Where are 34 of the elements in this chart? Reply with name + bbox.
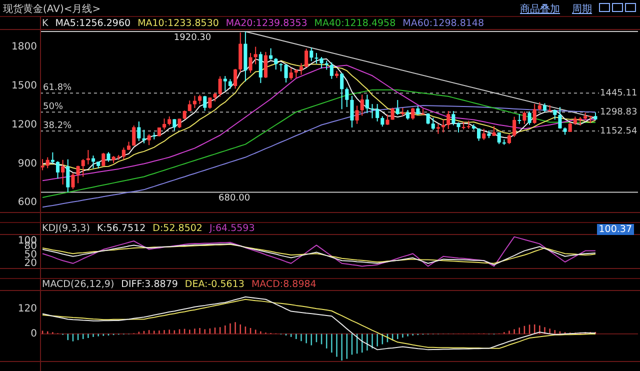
text: MACD:8.8984 [251, 279, 316, 290]
text: 100.37 [596, 224, 634, 235]
y-tick-label: 1800 [12, 42, 37, 53]
text: MA5:1256.2960 [55, 18, 131, 29]
series-label: DEA:-0.5613 [184, 279, 244, 290]
text: 商品叠加 [520, 2, 560, 16]
y-tick-label: 120 [18, 303, 37, 314]
ref-line-label: 1920.30 [174, 32, 212, 43]
text: MA60:1298.8148 [402, 18, 484, 29]
ref-line-label: 1152.54 [600, 126, 638, 136]
series-label: J:64.5593 [209, 223, 255, 234]
y-tick-label: 900 [18, 158, 37, 170]
annotation: 61.8% [43, 82, 72, 93]
annotation: 38.2% [43, 120, 72, 131]
chart-subtitle: K [42, 18, 48, 29]
text: 周期 [572, 2, 592, 16]
ref-line-label: 1445.11 [600, 88, 638, 98]
chart-title: MACD(26,12,9) [42, 279, 114, 290]
chart-title: 现货黄金(AV)<月线> [3, 2, 101, 16]
ref-line-label: 680.00 [218, 194, 250, 204]
y-tick-label: 1200 [12, 119, 37, 130]
y-tick-label: 1500 [12, 80, 37, 92]
series-label: D:52.8502 [152, 223, 202, 234]
annotation: 50% [43, 102, 64, 112]
text: MA40:1218.4958 [314, 18, 396, 29]
y-tick-label: 600 [18, 197, 37, 208]
chart-title: KDJ(9,3,3) [42, 223, 90, 234]
series-label: K:56.7512 [96, 223, 146, 234]
ref-line-label: 1298.83 [600, 107, 638, 118]
text: DIFF:3.8879 [121, 279, 178, 290]
text: MA20:1239.8353 [226, 18, 308, 29]
y-tick-label: 0 [30, 328, 37, 340]
text: MA10:1233.8530 [138, 18, 219, 29]
y-tick-label: 20 [24, 258, 37, 269]
